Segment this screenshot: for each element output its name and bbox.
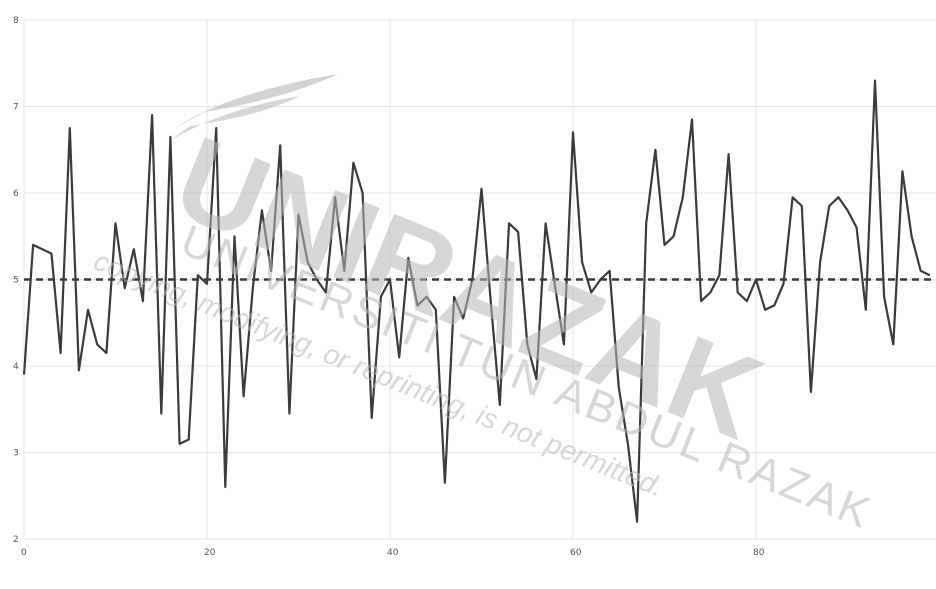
y-tick-label: 7	[13, 103, 19, 113]
y-tick-label: 8	[13, 16, 19, 26]
watermark-swoosh-icon	[175, 74, 338, 128]
y-tick-label: 3	[13, 449, 19, 459]
y-axis-ticks: 2 3 4 5 6 7 8	[13, 16, 19, 545]
y-tick-label: 2	[13, 535, 19, 545]
series-line	[22, 79, 931, 523]
x-tick-label: 80	[753, 548, 765, 558]
y-tick-label: 4	[13, 362, 19, 372]
x-tick-label: 60	[570, 548, 582, 558]
y-tick-label: 6	[13, 189, 19, 199]
x-tick-label: 0	[21, 548, 27, 558]
x-axis-ticks: 0 20 40 60 80	[21, 548, 765, 558]
x-tick-label: 40	[387, 548, 399, 558]
y-tick-label: 5	[13, 276, 19, 286]
x-tick-label: 20	[204, 548, 216, 558]
watermark: UNIRAZAK UNIVERSITI TUN ABDUL RAZAK copy…	[90, 74, 879, 539]
watermark-swoosh-icon	[168, 96, 300, 142]
